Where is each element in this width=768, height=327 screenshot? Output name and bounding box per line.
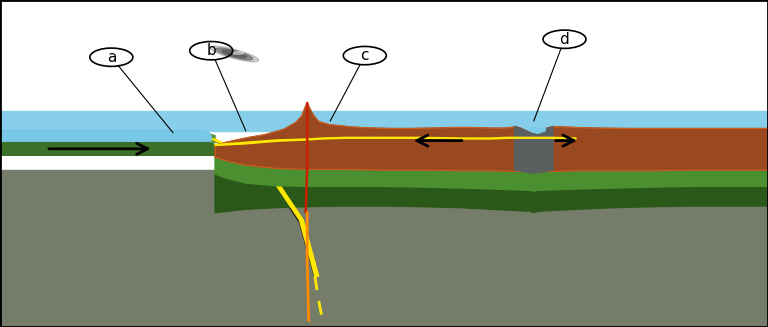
Polygon shape: [215, 103, 768, 173]
Polygon shape: [233, 52, 244, 54]
Polygon shape: [0, 111, 768, 131]
Polygon shape: [211, 139, 319, 276]
Text: d: d: [560, 32, 569, 47]
Text: a: a: [107, 50, 116, 65]
Polygon shape: [211, 139, 315, 278]
Polygon shape: [222, 50, 247, 58]
Polygon shape: [215, 157, 768, 191]
Polygon shape: [215, 137, 576, 146]
Polygon shape: [0, 131, 215, 142]
Polygon shape: [0, 131, 211, 141]
Polygon shape: [216, 48, 253, 60]
Text: c: c: [360, 48, 369, 63]
Polygon shape: [515, 126, 553, 173]
Polygon shape: [0, 142, 230, 155]
Text: b: b: [207, 43, 216, 58]
Polygon shape: [215, 174, 768, 213]
Polygon shape: [210, 46, 259, 62]
Polygon shape: [530, 128, 545, 133]
Polygon shape: [0, 170, 768, 327]
